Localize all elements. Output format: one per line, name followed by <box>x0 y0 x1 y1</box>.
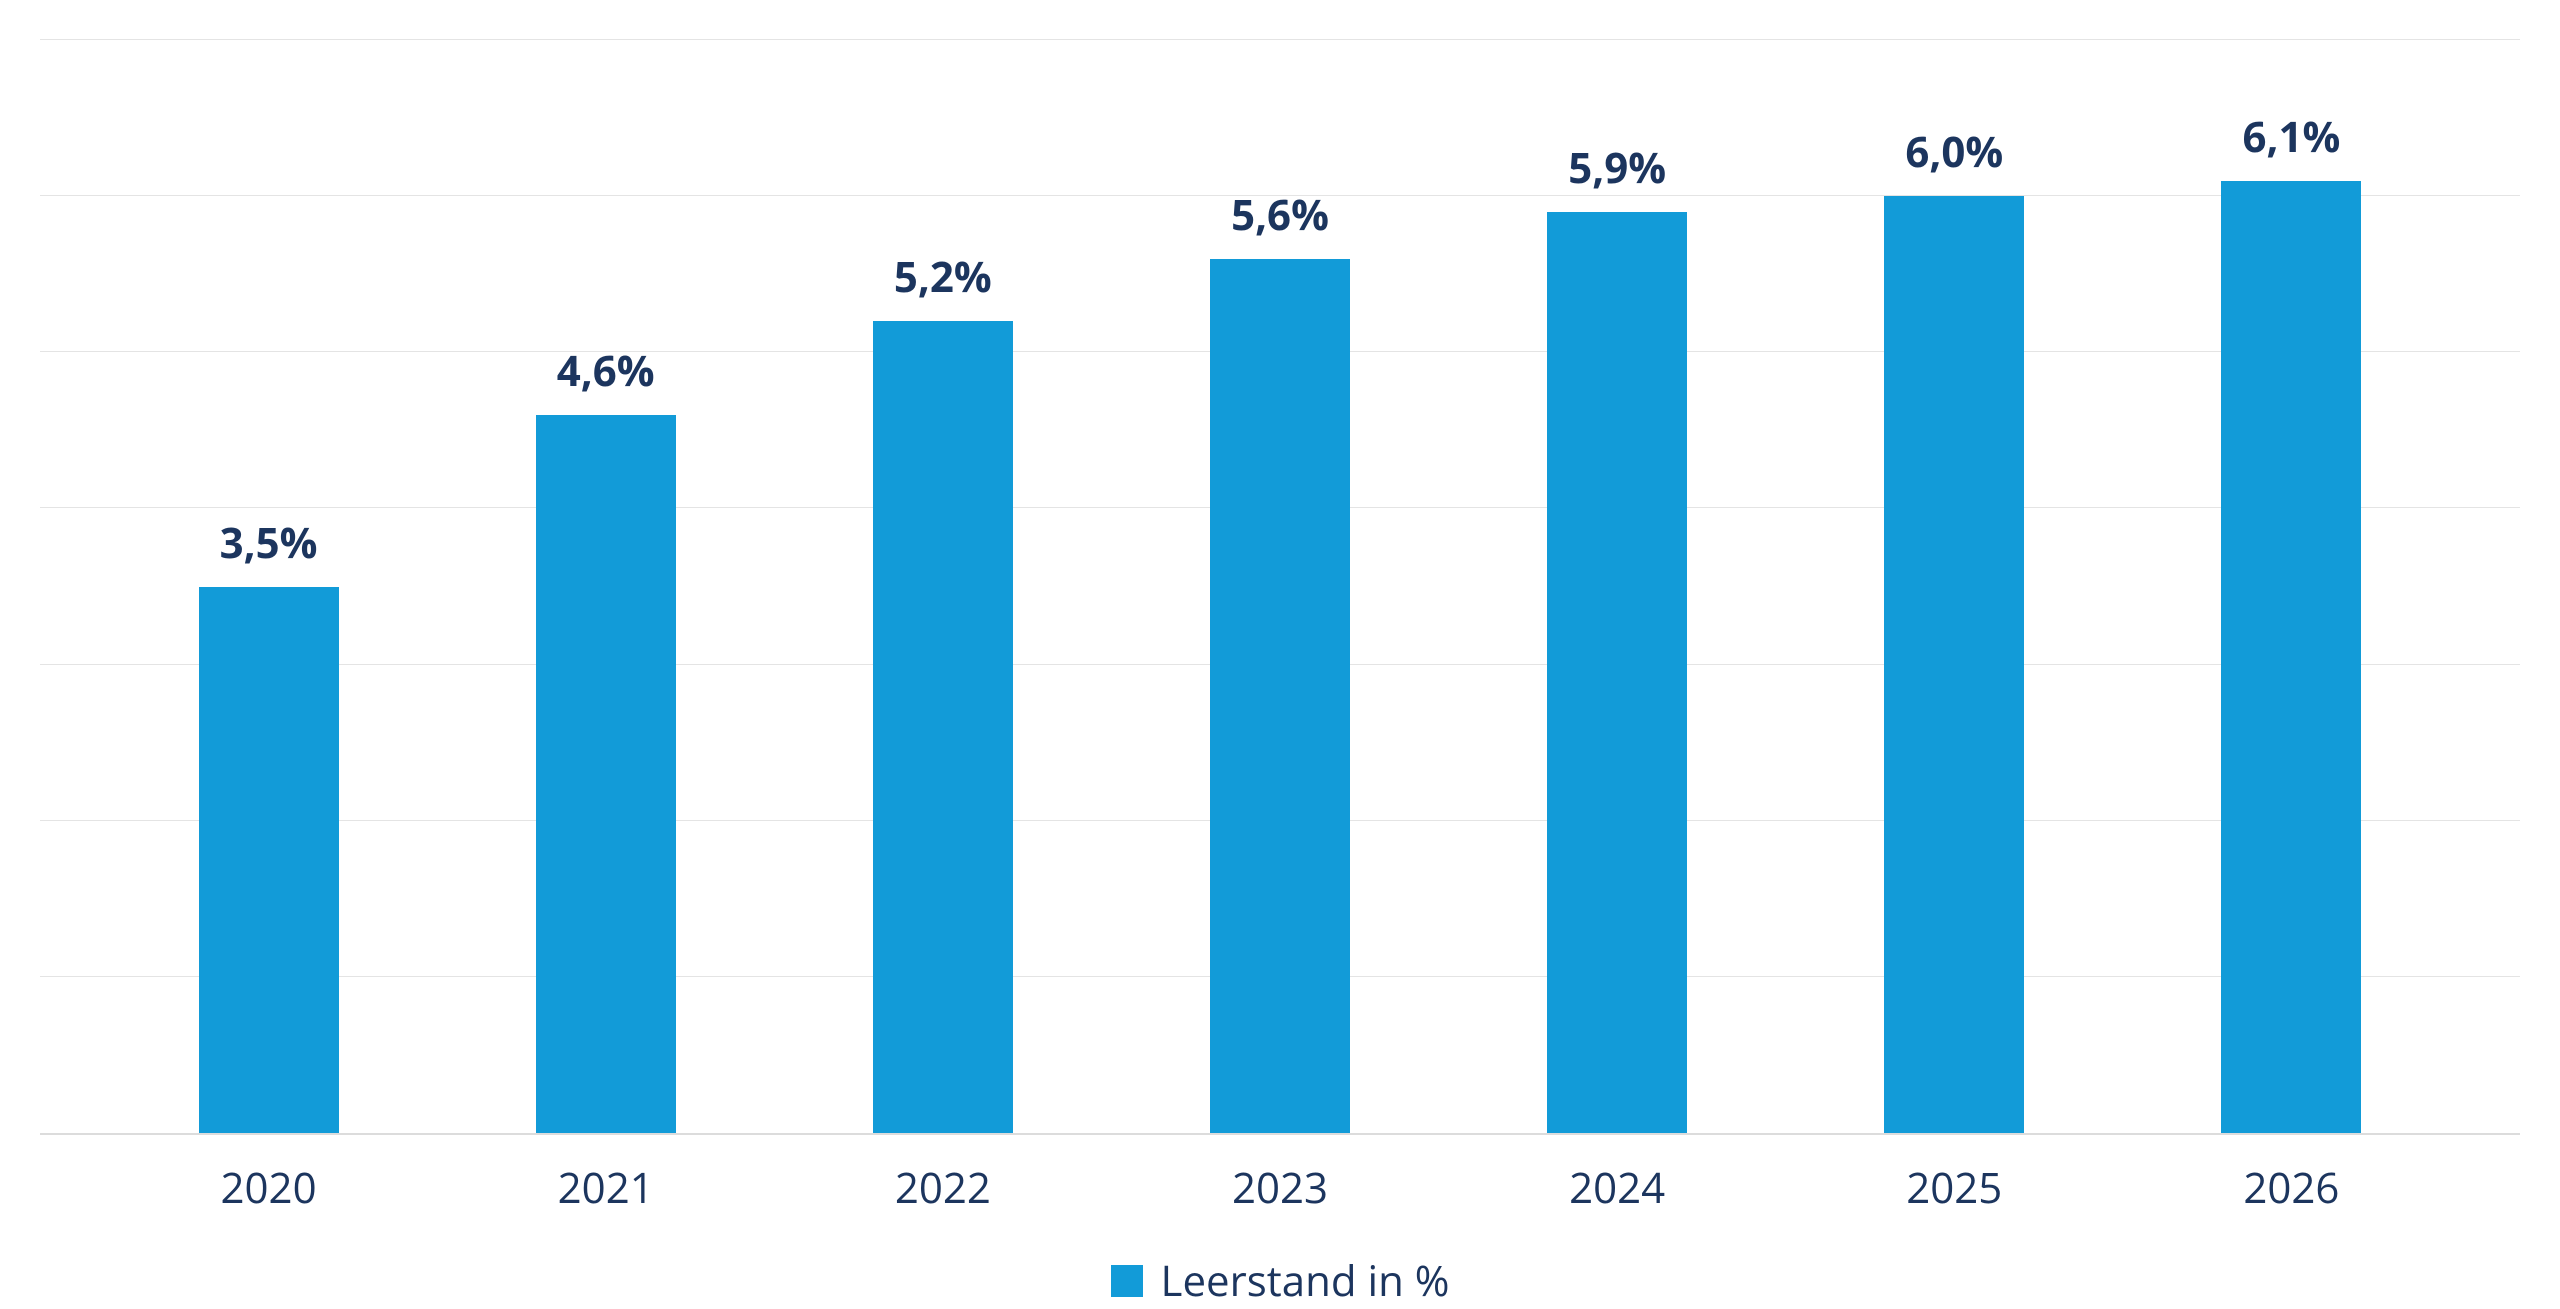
bar <box>1547 212 1687 1133</box>
x-tick-label: 2020 <box>100 1159 437 1216</box>
bar-value-label: 5,6% <box>1231 186 1329 243</box>
x-tick-label: 2021 <box>437 1159 774 1216</box>
legend: Leerstand in % <box>40 1252 2520 1309</box>
x-tick-label: 2023 <box>1111 1159 1448 1216</box>
bar-value-label: 5,2% <box>894 248 992 305</box>
legend-label: Leerstand in % <box>1161 1252 1450 1309</box>
x-tick-label: 2025 <box>1786 1159 2123 1216</box>
plot-area: 3,5% 4,6% 5,2% 5,6% 5,9% 6,0% 6,1% <box>40 40 2520 1135</box>
bar <box>2221 181 2361 1133</box>
bar <box>1884 196 2024 1133</box>
bar-value-label: 6,0% <box>1905 123 2003 180</box>
bar-chart: 3,5%4,6%5,2%5,6%5,9%6,0%6,1% 20202021202… <box>0 0 2560 1298</box>
bar-slot: 6,1% <box>2123 40 2460 1133</box>
bar-slot: 5,9% <box>1449 40 1786 1133</box>
bar-value-label: 6,1% <box>2242 108 2340 165</box>
bar-value-label: 5,9% <box>1568 139 1666 196</box>
bars-container: 3,5% 4,6% 5,2% 5,6% 5,9% 6,0% 6,1% <box>100 40 2460 1133</box>
bar-slot: 4,6% <box>437 40 774 1133</box>
x-tick-label: 2022 <box>774 1159 1111 1216</box>
bar-value-label: 4,6% <box>557 342 655 399</box>
bar <box>1210 259 1350 1133</box>
x-axis: 2020202120222023202420252026 <box>40 1159 2520 1216</box>
x-tick-label: 2026 <box>2123 1159 2460 1216</box>
bar-value-label: 3,5% <box>220 514 318 571</box>
bar-slot: 3,5% <box>100 40 437 1133</box>
legend-swatch <box>1111 1265 1143 1297</box>
bar-slot: 6,0% <box>1786 40 2123 1133</box>
bar <box>536 415 676 1133</box>
bar-slot: 5,2% <box>774 40 1111 1133</box>
bar <box>199 587 339 1134</box>
bar-slot: 5,6% <box>1111 40 1448 1133</box>
x-tick-label: 2024 <box>1449 1159 1786 1216</box>
bar <box>873 321 1013 1133</box>
